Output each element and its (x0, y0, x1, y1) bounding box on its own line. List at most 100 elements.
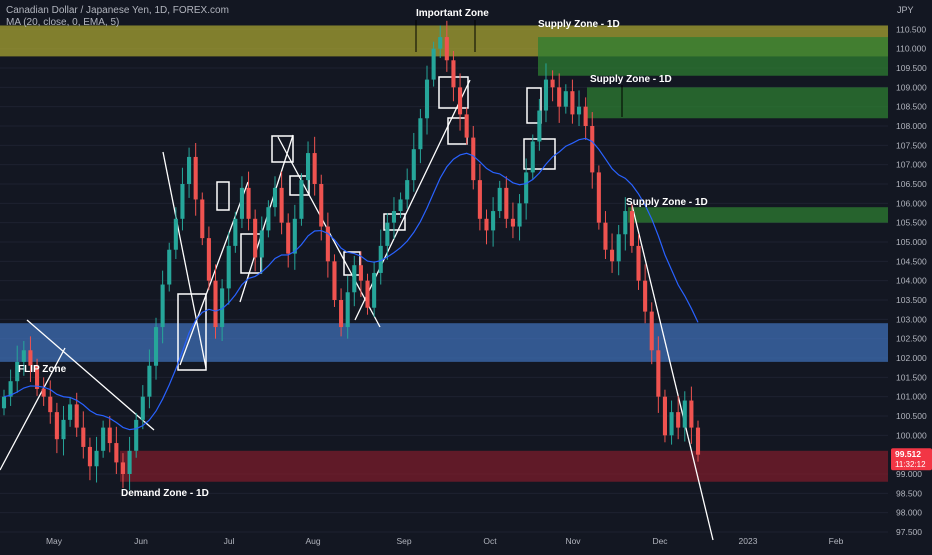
candle-body (28, 350, 33, 366)
candle-body (206, 238, 211, 281)
x-tick-label: 2023 (739, 536, 758, 546)
candle-body (636, 245, 641, 281)
candle-body (372, 272, 377, 308)
candle-body (74, 404, 79, 428)
candle-body (398, 199, 403, 212)
candle-body (616, 234, 621, 262)
candle-body (689, 400, 694, 428)
candle-body (319, 184, 324, 227)
candle-body (504, 187, 509, 219)
zone-rect (587, 87, 888, 119)
candle-body (34, 365, 40, 389)
trend-line (0, 347, 66, 471)
candle-body (570, 91, 575, 115)
candle-body (147, 365, 152, 397)
candle-body (233, 218, 238, 246)
candle-body (1, 396, 7, 409)
y-tick-label: 101.000 (896, 392, 927, 402)
candle-body (643, 280, 648, 312)
y-tick-label: 110.500 (896, 24, 926, 34)
ma-line (3, 137, 699, 431)
candle-body (8, 381, 13, 397)
y-tick-label: 101.500 (896, 372, 927, 382)
time-axis[interactable]: May Jun Jul Aug Sep Oct Nov Dec 2023 Feb (46, 536, 844, 546)
candle-body (253, 218, 258, 258)
y-tick-label: 98.000 (896, 508, 922, 518)
candle-body (87, 446, 92, 467)
zone-label: Important Zone (416, 8, 489, 19)
candle-body (213, 280, 218, 328)
zone-label: FLIP Zone (18, 364, 67, 375)
candle-body (517, 203, 522, 227)
candle-body (365, 280, 370, 308)
drawing-box (271, 135, 294, 163)
trend-line (26, 319, 155, 431)
x-tick-label: Jul (224, 536, 235, 546)
candle-body (272, 187, 278, 208)
y-tick-label: 104.000 (896, 276, 927, 286)
candle-body (114, 443, 119, 463)
candle-body (557, 87, 562, 107)
zone-rect (0, 323, 888, 362)
candle-body (385, 222, 390, 246)
zone-label: Supply Zone - 1D (538, 19, 620, 30)
ma-layer (3, 137, 699, 431)
candle-body (94, 450, 99, 467)
candle-body (200, 199, 205, 239)
y-tick-label: 109.500 (896, 63, 927, 73)
indicator-label[interactable]: MA (20, close, 0, EMA, 5) (6, 17, 120, 28)
candle-body (61, 419, 66, 440)
candle-body (411, 149, 416, 181)
zone-label: Supply Zone - 1D (626, 197, 708, 208)
candle-body (438, 37, 443, 49)
candle-body (629, 211, 634, 246)
candle-body (471, 137, 476, 181)
y-tick-label: 98.500 (896, 488, 922, 498)
candle-body (220, 288, 225, 328)
axis-unit: JPY (897, 5, 914, 15)
trend-line (162, 151, 207, 369)
y-tick-label: 106.500 (896, 179, 927, 189)
price-badge (891, 448, 932, 471)
candle-body (160, 284, 165, 328)
trend-line (631, 204, 714, 541)
candle-body (286, 222, 291, 254)
x-tick-label: Nov (565, 536, 581, 546)
candle-body (193, 156, 198, 200)
candle-body (444, 37, 449, 61)
candle-body (676, 412, 681, 428)
candle-body (484, 218, 489, 231)
candle-body (127, 450, 132, 474)
candle-body (418, 118, 423, 150)
candle-body (491, 211, 496, 231)
candle-body (451, 60, 456, 88)
x-tick-label: May (46, 536, 63, 546)
price-axis[interactable]: JPY 110.500 110.000 109.500 109.000 108.500 10… (888, 0, 932, 550)
x-tick-label: Sep (396, 536, 411, 546)
candle-body (312, 153, 317, 184)
candle-body (68, 404, 73, 420)
y-tick-label: 99.000 (896, 469, 922, 479)
candle-body (48, 396, 53, 413)
candle-body (325, 226, 330, 262)
x-tick-label: Jun (134, 536, 148, 546)
drawing-box (177, 293, 207, 371)
zones (0, 25, 888, 482)
candle-body (101, 427, 106, 451)
candle-body (543, 79, 549, 111)
candle-body (299, 180, 304, 219)
candle-body (477, 180, 482, 219)
y-tick-label: 103.500 (896, 295, 927, 305)
candle-body (662, 396, 668, 436)
candle-body (378, 245, 383, 273)
last-price-label: 99.512 (895, 449, 921, 459)
candle-body (405, 180, 410, 200)
candle-body (524, 172, 529, 204)
candle-body (623, 211, 628, 235)
symbol-title[interactable]: Canadian Dollar / Japanese Yen, 1D, FORE… (6, 5, 229, 16)
candle-body (352, 265, 357, 293)
y-tick-label: 102.000 (896, 353, 927, 363)
candles (1, 20, 701, 491)
